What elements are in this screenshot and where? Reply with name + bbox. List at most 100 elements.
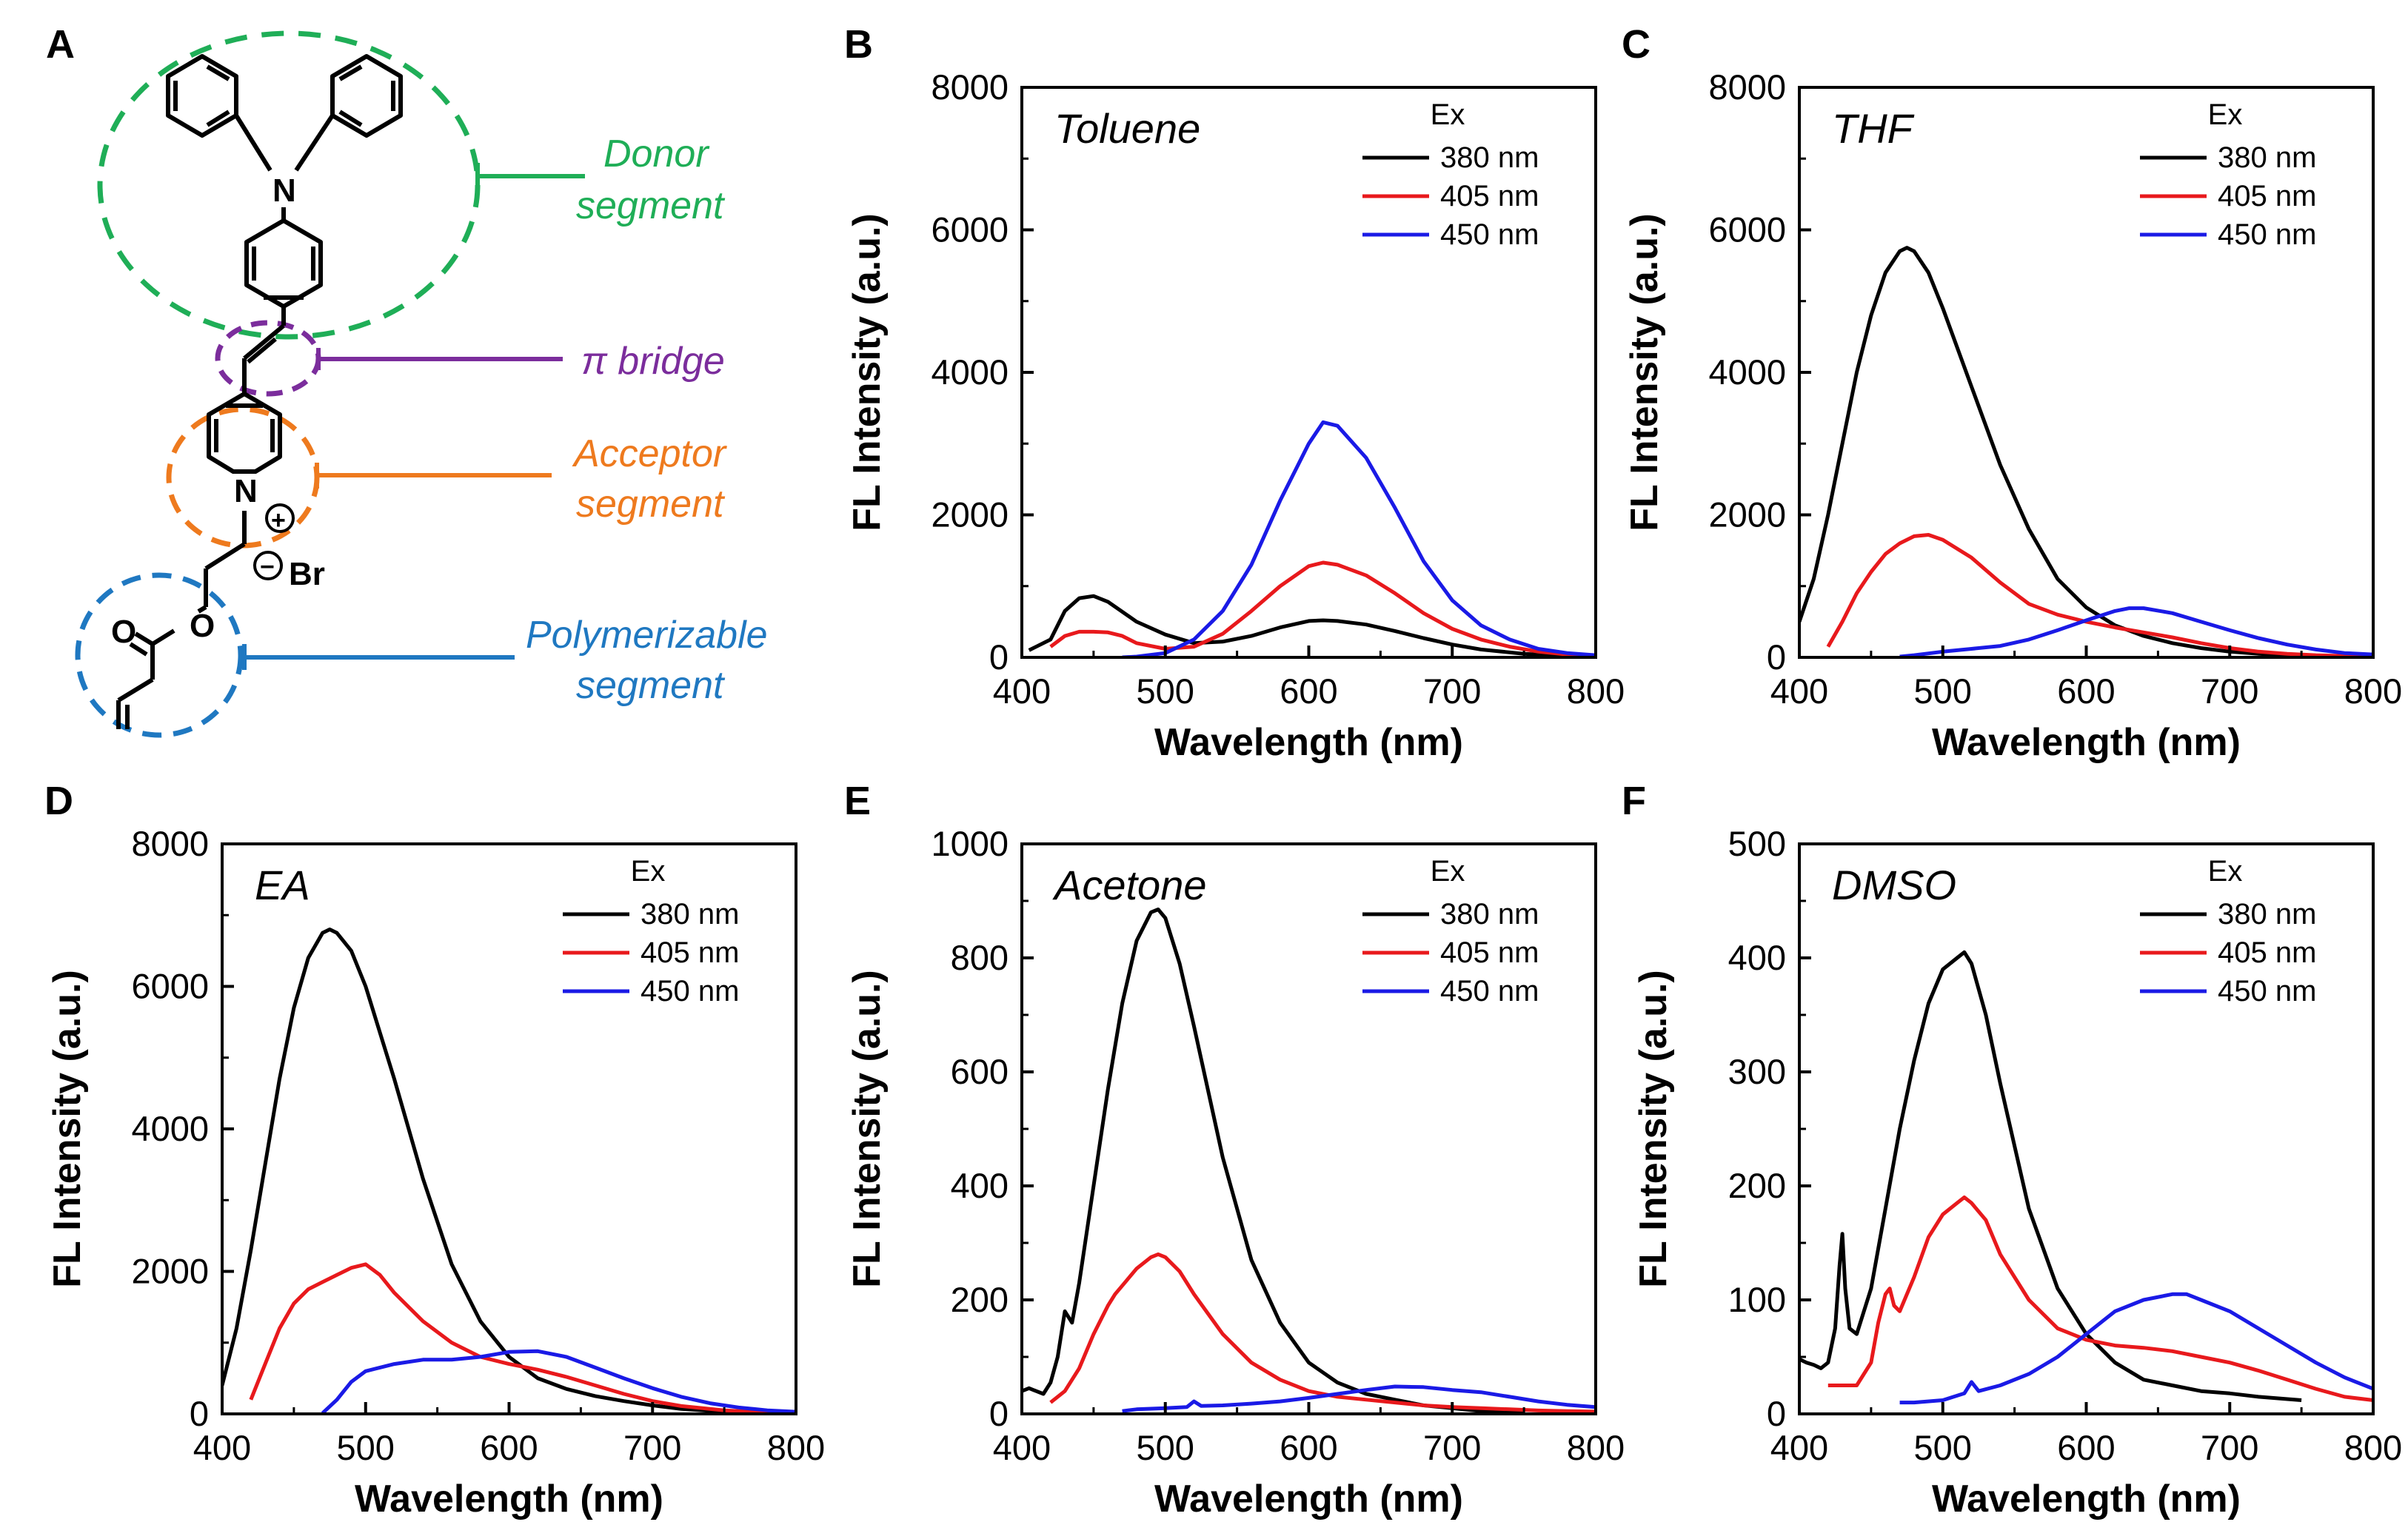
x-tick-label-e: 700 [1423,1428,1481,1467]
solvent-label-d: EA [255,862,310,908]
legend-label-c-380nm: 380 nm [2218,141,2316,174]
legend-label-f-380nm: 380 nm [2218,898,2316,931]
atom-o-ester: O [190,608,215,644]
y-axis-title-e: FL Intensity (a.u.) [846,970,889,1288]
panel-letter-e: E [844,779,871,823]
legend-title-e: Ex [1431,855,1465,888]
atom-o-carbonyl: O [111,614,136,650]
series-line-e-450nm [1122,1384,1596,1413]
molecule-skeleton [116,54,403,729]
chain-4 [197,605,207,614]
x-tick-label-d: 700 [623,1428,681,1467]
y-tick-label-c: 4000 [1708,352,1786,392]
panel-letter-b: B [844,22,873,67]
y-axis-title-b: FL Intensity (a.u.) [846,213,889,532]
solvent-label-f: DMSO [1832,862,1956,908]
series-line-b-380nm [1028,594,1596,657]
x-tick-label-d: 800 [767,1428,825,1467]
legend-label-c-405nm: 405 nm [2218,180,2316,212]
series-line-f-380nm [1799,950,2302,1402]
legend-label-e-450nm: 450 nm [1440,975,1539,1007]
series-line-d-450nm [321,1349,796,1414]
legend-title-c: Ex [2208,98,2243,131]
legend-label-d-450nm: 450 nm [641,975,739,1007]
y-tick-label-c: 8000 [1708,67,1786,107]
polymer-label-2: segment [576,664,726,707]
y-axis-title-c: FL Intensity (a.u.) [1623,213,1666,532]
series-lines-c [1799,246,2373,657]
panel-letter-c: C [1622,22,1651,67]
y-tick-label-f: 0 [1767,1394,1786,1433]
series-line-e-405nm [1049,1252,1596,1414]
x-tick-label-d: 600 [480,1428,538,1467]
x-axis-title-d: Wavelength (nm) [355,1478,663,1520]
x-tick-label-b: 600 [1280,671,1337,711]
atom-n-ring: N [234,473,258,509]
phenyl-right-db2 [338,110,363,127]
plus-charge-sign: + [271,506,286,534]
phenyl-left-db1 [206,64,230,81]
vinyl-2 [243,323,285,361]
series-line-f-450nm [1899,1292,2373,1405]
chart-e: E 400 500 600 700 800 0 200 400 600 800 1000 Wavelen… [844,779,1625,1520]
x-tick-label-f: 800 [2344,1428,2402,1467]
series-lines-f [1799,950,2373,1405]
legend-title-d: Ex [631,855,666,888]
donor-label-2: segment [576,184,726,227]
pyridinium-ring [207,392,282,474]
series-lines-d [222,928,796,1414]
series-line-f-405nm [1827,1195,2373,1402]
y-tick-label-e: 800 [951,938,1009,977]
y-tick-label-b: 4000 [931,352,1009,392]
y-tick-label-f: 200 [1728,1166,1786,1205]
y-tick-label-f: 400 [1728,938,1786,977]
minus-charge-sign: − [260,553,275,581]
y-axis-title-f: FL Intensity (a.u.) [1632,970,1675,1288]
ester-1 [151,628,175,646]
y-tick-label-d: 4000 [131,1109,209,1148]
y-tick-label-c: 6000 [1708,210,1786,249]
phenyl-center [244,218,323,309]
x-axis-title-b: Wavelength (nm) [1154,721,1463,764]
acceptor-label-1: Acceptor [572,432,728,475]
y-tick-label-d: 6000 [131,967,209,1006]
structure-panel: A Donor segment π bridge Acceptor segmen… [46,22,768,738]
atom-n-top: N [272,172,296,209]
y-tick-label-e: 1000 [931,824,1009,863]
x-tick-label-f: 700 [2201,1428,2258,1467]
panel-letter-a: A [46,22,75,67]
series-line-d-405nm [249,1262,796,1414]
y-tick-label-e: 400 [951,1166,1009,1205]
x-tick-label-c: 700 [2201,671,2258,711]
series-line-e-380nm [1022,908,1525,1414]
x-tick-label-e: 400 [993,1428,1051,1467]
y-tick-label-b: 6000 [931,210,1009,249]
y-tick-label-e: 600 [951,1052,1009,1091]
y-tick-label-d: 2000 [131,1252,209,1291]
legend-label-f-405nm: 405 nm [2218,936,2316,969]
plus-charge-circle [265,503,295,533]
bond-n-left [234,114,272,172]
acceptor-label-2: segment [576,483,726,526]
carbonyl-2 [129,642,148,657]
phenyl-right-db1 [338,64,363,81]
legend-label-e-380nm: 380 nm [1440,898,1539,931]
chart-f: F 400 500 600 700 800 0 100 200 300 400 500 Waveleng… [1622,779,2402,1520]
x-tick-label-c: 800 [2344,671,2402,711]
leader-lines [242,163,585,670]
bridge-circle [215,320,321,397]
x-tick-label-d: 400 [193,1428,251,1467]
y-tick-label-d: 0 [190,1394,209,1433]
counter-ion-br: Br [289,556,325,592]
legend-title-b: Ex [1431,98,1465,131]
legend-label-b-450nm: 450 nm [1440,218,1539,251]
series-line-b-405nm [1049,560,1596,657]
y-tick-label-d: 8000 [131,824,209,863]
legend-label-d-380nm: 380 nm [641,898,739,931]
x-tick-label-c: 600 [2057,671,2115,711]
polymer-label-1: Polymerizable [526,614,768,657]
series-line-c-380nm [1799,246,2302,657]
x-tick-label-e: 800 [1567,1428,1625,1467]
